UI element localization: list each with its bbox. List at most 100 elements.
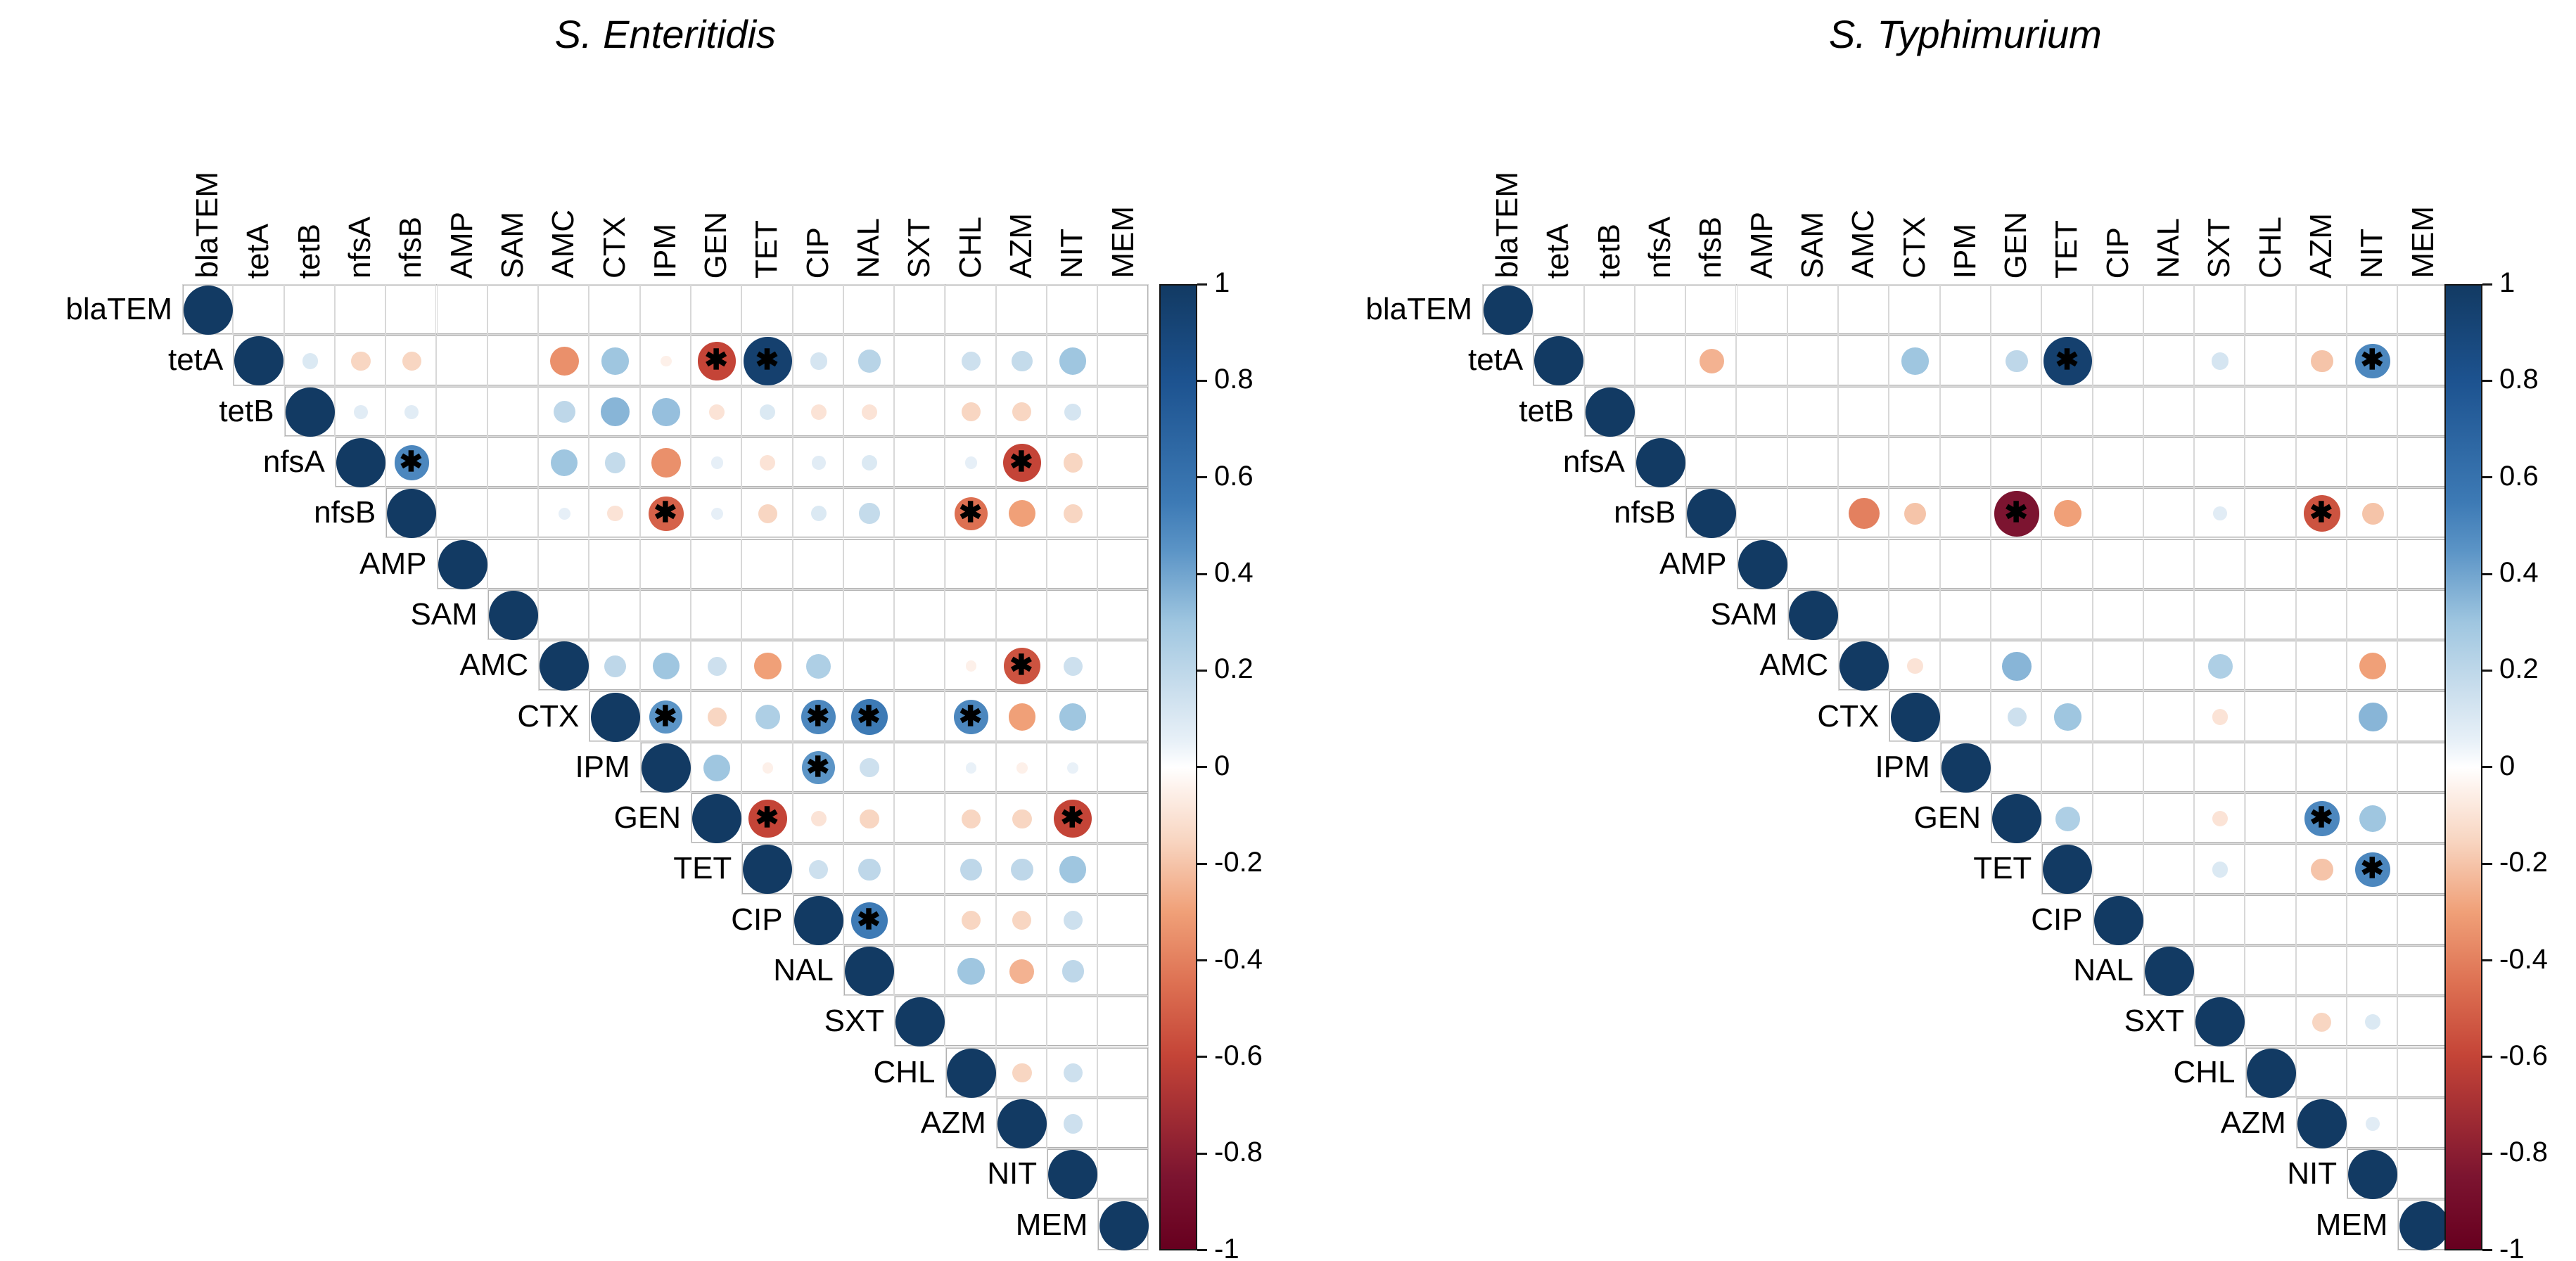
corr-cell xyxy=(2143,691,2195,742)
corr-cell xyxy=(2397,385,2449,437)
row-label-NIT: NIT xyxy=(2287,1156,2338,1191)
corr-cell xyxy=(2041,487,2093,539)
corr-circle xyxy=(1064,403,1082,421)
colorbar-tick xyxy=(2482,1249,2492,1252)
col-label-AMC: AMC xyxy=(1846,210,1881,279)
corr-cell xyxy=(487,284,539,335)
col-label-CIP: CIP xyxy=(800,226,835,279)
corr-cell xyxy=(2194,436,2245,488)
corr-circle xyxy=(2007,707,2027,727)
corr-cell: ✱ xyxy=(792,691,843,742)
corr-circle xyxy=(302,353,318,369)
significance-asterisk: ✱ xyxy=(2055,345,2079,376)
row-label-CTX: CTX xyxy=(517,698,580,734)
corr-cell xyxy=(1939,385,1991,437)
corr-cell xyxy=(487,385,539,437)
corr-circle xyxy=(1059,856,1087,883)
corr-circle xyxy=(810,352,827,370)
corr-cell xyxy=(2041,436,2093,488)
corr-cell xyxy=(792,284,843,335)
corr-cell xyxy=(2295,436,2347,488)
corr-cell xyxy=(1990,691,2042,742)
corr-cell xyxy=(945,284,996,335)
corr-cell xyxy=(589,640,640,691)
corr-cell xyxy=(741,691,793,742)
corr-cell xyxy=(1787,335,1839,386)
col-label-CIP: CIP xyxy=(2100,226,2135,279)
corr-cell xyxy=(2143,385,2195,437)
colorbar-tick xyxy=(1197,1152,1207,1155)
col-label-MEM: MEM xyxy=(1105,206,1140,279)
significance-asterisk: ✱ xyxy=(755,802,779,834)
corr-cell xyxy=(1787,436,1839,488)
corr-cell xyxy=(182,284,234,335)
corr-cell xyxy=(792,335,843,386)
corr-cell xyxy=(2347,793,2398,844)
corr-circle xyxy=(895,997,945,1047)
corr-cell xyxy=(843,436,895,488)
corr-cell xyxy=(2194,385,2245,437)
corr-cell xyxy=(2245,945,2296,997)
corr-cell xyxy=(1047,945,1098,997)
col-label-tetA: tetA xyxy=(1541,223,1576,279)
corr-cell xyxy=(436,335,487,386)
col-label-NAL: NAL xyxy=(851,218,886,279)
corr-circle xyxy=(2348,1150,2398,1200)
corr-cell xyxy=(2397,1148,2449,1200)
corr-circle xyxy=(2359,805,2387,833)
corr-circle xyxy=(2043,337,2092,385)
corr-circle xyxy=(845,947,895,997)
corr-circle xyxy=(748,800,787,838)
corr-circle xyxy=(2311,350,2333,373)
corr-circle xyxy=(1061,960,1084,982)
colorbar-tick xyxy=(1197,669,1207,672)
col-label-tetB: tetB xyxy=(1591,223,1626,279)
corr-cell xyxy=(1097,691,1149,742)
matrix-row-blaTEM xyxy=(1482,284,2449,335)
corr-circle xyxy=(2304,801,2340,836)
corr-cell xyxy=(436,385,487,437)
colorbar-tick-label: -0.2 xyxy=(2499,847,2548,878)
corr-cell: ✱ xyxy=(639,487,691,539)
corr-cell xyxy=(639,284,691,335)
corr-cell xyxy=(741,741,793,793)
corr-circle xyxy=(1011,858,1033,881)
corr-circle xyxy=(710,456,723,469)
corr-cell xyxy=(1736,487,1787,539)
corr-cell: ✱ xyxy=(2347,843,2398,895)
corr-cell xyxy=(334,436,386,488)
significance-asterisk: ✱ xyxy=(958,497,983,529)
corr-cell xyxy=(843,741,895,793)
corr-cell xyxy=(2245,284,2296,335)
corr-cell xyxy=(2245,589,2296,641)
corr-cell xyxy=(2295,741,2347,793)
corr-cell xyxy=(2245,996,2296,1047)
matrix-row-TET xyxy=(741,843,1149,895)
corr-circle xyxy=(859,503,880,525)
colorbar-tick xyxy=(1197,959,1207,962)
corr-cell xyxy=(589,538,640,589)
corr-circle xyxy=(2212,811,2229,827)
corr-cell xyxy=(233,335,284,386)
corr-cell xyxy=(2347,640,2398,691)
corr-cell xyxy=(1634,436,1686,488)
corr-cell xyxy=(1838,284,1889,335)
corr-cell: ✱ xyxy=(2295,487,2347,539)
colorbar-tick-label: 0.4 xyxy=(1214,557,1254,589)
corr-cell xyxy=(2245,1046,2296,1098)
col-label-SXT: SXT xyxy=(2202,218,2237,279)
corr-cell xyxy=(1047,741,1098,793)
corr-cell xyxy=(843,589,895,641)
colorbar-tick-label: -0.4 xyxy=(1214,943,1263,975)
corr-cell xyxy=(2092,284,2143,335)
corr-cell xyxy=(334,284,386,335)
matrix-row-CIP: ✱ xyxy=(792,894,1149,945)
matrix-row-NIT xyxy=(1047,1148,1149,1200)
corr-cell xyxy=(1097,1046,1149,1098)
corr-cell xyxy=(2194,793,2245,844)
corr-cell xyxy=(538,385,589,437)
corr-circle xyxy=(809,859,829,879)
corr-circle xyxy=(1012,809,1032,828)
corr-cell xyxy=(1047,335,1098,386)
corr-circle xyxy=(707,656,727,676)
